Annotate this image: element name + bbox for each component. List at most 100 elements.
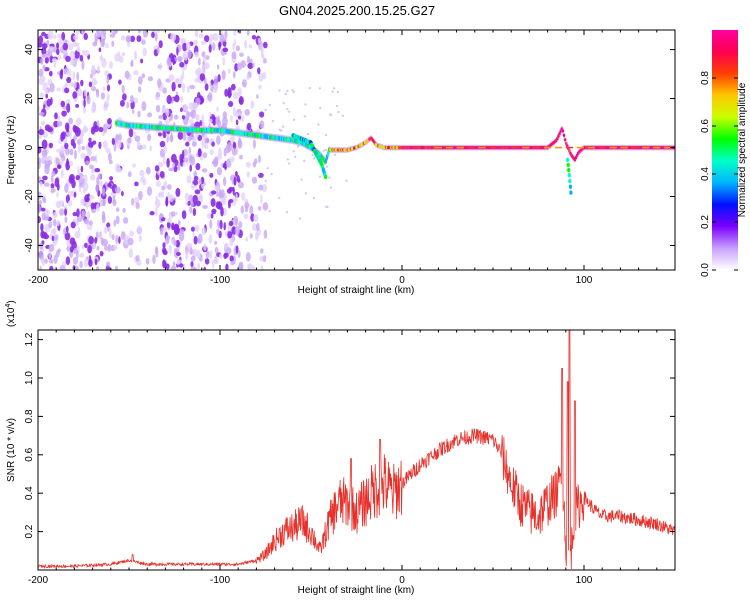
x-tick-label: -100 bbox=[210, 575, 230, 586]
spectrogram-noise-blob bbox=[159, 140, 166, 148]
spectrogram-noise-blob bbox=[214, 240, 218, 245]
spectrogram-noise-blob bbox=[250, 213, 255, 222]
spectrogram-noise-blob bbox=[120, 231, 126, 241]
spectrogram-noise-blob bbox=[137, 30, 142, 34]
spectrogram-noise-blob bbox=[113, 219, 117, 227]
spectrogram-noise-dot bbox=[268, 103, 271, 107]
ridge-mark bbox=[324, 158, 328, 164]
spectrogram-noise-blob bbox=[195, 163, 201, 171]
spectrogram-noise-blob bbox=[182, 162, 186, 167]
spectrogram-noise-blob bbox=[135, 254, 140, 262]
spectrogram-noise-blob bbox=[211, 141, 215, 147]
spectrogram-noise-blob bbox=[177, 83, 182, 88]
spectrogram-noise-blob bbox=[38, 42, 43, 48]
spectrogram-noise-blob bbox=[81, 210, 85, 220]
spectrogram-noise-blob bbox=[175, 239, 180, 248]
spectrogram-noise-blob bbox=[201, 168, 208, 173]
spectrogram-noise-blob bbox=[215, 190, 219, 197]
branch-mark bbox=[567, 167, 571, 173]
spectrogram-noise-blob bbox=[90, 202, 96, 210]
spectrogram-noise-blob bbox=[46, 155, 53, 162]
spectrogram-noise-blob bbox=[220, 206, 224, 217]
spectrogram-noise-blob bbox=[98, 126, 104, 133]
spectrogram-noise-blob bbox=[203, 243, 207, 251]
spectrogram-noise-blob bbox=[192, 194, 198, 205]
spectrogram-noise-blob bbox=[197, 134, 203, 141]
spectrogram-noise-blob bbox=[238, 30, 242, 34]
spectrogram-noise-blob bbox=[121, 84, 125, 94]
spectrogram-noise-blob bbox=[65, 130, 71, 137]
spectrogram-noise-blob bbox=[48, 46, 54, 51]
spectrogram-noise-blob bbox=[203, 152, 208, 159]
spectrogram-noise-blob bbox=[260, 49, 264, 59]
spectrogram-noise-blob bbox=[105, 43, 109, 49]
spectrogram-noise-blob bbox=[259, 255, 264, 262]
spectrogram-noise-blob bbox=[83, 126, 89, 133]
spectrogram-noise-blob bbox=[39, 265, 42, 270]
spectrogram-noise-blob bbox=[60, 168, 64, 179]
spectrogram-noise-blob bbox=[157, 132, 163, 137]
spectrogram-noise-blob bbox=[246, 30, 250, 36]
spectrogram-noise-blob bbox=[162, 87, 167, 94]
spectrogram-noise-blob bbox=[228, 220, 234, 227]
spectrogram-noise-blob bbox=[115, 265, 118, 270]
spectrogram-noise-blob bbox=[122, 93, 127, 101]
spectrogram-noise-blob bbox=[107, 182, 112, 188]
spectrogram-noise-blob bbox=[203, 266, 207, 270]
spectrogram-noise-blob bbox=[238, 261, 244, 270]
spectrogram-noise-blob bbox=[229, 255, 234, 262]
ridge-mark bbox=[565, 141, 568, 146]
spectrogram-noise-blob bbox=[255, 233, 259, 240]
spectrogram-noise-dot bbox=[328, 176, 331, 179]
spectrogram-noise-blob bbox=[141, 73, 146, 79]
spectrogram-noise-blob bbox=[232, 71, 236, 79]
spectrogram-noise-blob bbox=[83, 32, 88, 41]
spectrogram-noise-blob bbox=[170, 211, 176, 217]
spectrogram-noise-blob bbox=[129, 95, 134, 104]
spectrogram-noise-blob bbox=[252, 62, 255, 68]
spectrogram-noise-blob bbox=[149, 145, 152, 152]
spectrogram-noise-blob bbox=[79, 54, 84, 62]
spectrogram-noise-blob bbox=[135, 202, 140, 210]
x-tick-label: -100 bbox=[210, 275, 230, 286]
spectrogram-noise-blob bbox=[137, 76, 143, 85]
spectrogram-noise-blob bbox=[258, 154, 261, 164]
spectrogram-noise-blob bbox=[232, 141, 237, 150]
spectrogram-noise-blob bbox=[84, 50, 90, 57]
spectrogram-noise-blob bbox=[47, 30, 54, 40]
spectrogram-noise-blob bbox=[212, 42, 216, 51]
spectrogram-noise-blob bbox=[107, 196, 113, 204]
spectrogram-noise-blob bbox=[176, 258, 180, 266]
spectrogram-noise-blob bbox=[234, 171, 238, 177]
spectrogram-noise-dot bbox=[317, 123, 320, 126]
spectrogram-noise-blob bbox=[51, 170, 56, 177]
spectrogram-noise-blob bbox=[141, 39, 146, 45]
spectrogram-noise-blob bbox=[217, 219, 221, 229]
spectrogram-noise-blob bbox=[79, 260, 83, 269]
spectrogram-noise-blob bbox=[235, 245, 239, 254]
spectrogram-noise-blob bbox=[169, 134, 174, 143]
spectrogram-noise-blob bbox=[38, 35, 44, 45]
spectrogram-noise-blob bbox=[147, 186, 152, 197]
spectrogram-noise-blob bbox=[38, 191, 42, 200]
spectrogram-noise-blob bbox=[140, 58, 144, 64]
spectrogram-noise-blob bbox=[38, 250, 44, 260]
spectrogram-noise-blob bbox=[62, 42, 69, 51]
spectrogram-noise-blob bbox=[44, 163, 51, 169]
spectrogram-noise-blob bbox=[261, 183, 268, 193]
spectrogram-noise-dot bbox=[334, 153, 337, 157]
spectrogram-noise-blob bbox=[231, 147, 237, 156]
ridge-mark bbox=[558, 132, 561, 136]
snr-frame bbox=[37, 329, 676, 571]
spectrogram-noise-blob bbox=[114, 186, 121, 194]
spectrogram-noise-blob bbox=[56, 115, 61, 121]
ridge-mark bbox=[557, 134, 560, 138]
spectrogram-noise-blob bbox=[181, 210, 187, 220]
spectrogram-noise-blob bbox=[224, 231, 229, 237]
spectrogram-noise-dot bbox=[292, 90, 295, 94]
spectrogram-noise-blob bbox=[54, 177, 60, 188]
spectrogram-noise-blob bbox=[246, 171, 250, 178]
spectrogram-noise-blob bbox=[166, 157, 170, 168]
spectrogram-noise-blob bbox=[158, 115, 164, 120]
y-tick-label: 40 bbox=[24, 44, 35, 56]
